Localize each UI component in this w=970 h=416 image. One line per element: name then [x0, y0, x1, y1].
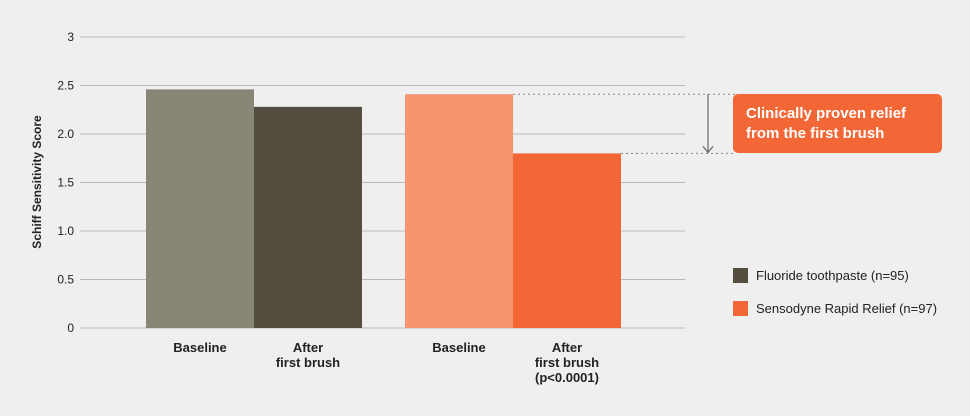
y-tick-label: 0 — [67, 321, 74, 335]
bar — [405, 94, 513, 328]
bar — [254, 106, 362, 328]
category-label-line: first brush — [276, 355, 340, 370]
category-label: After first brush — [276, 340, 340, 370]
callout-text-line: from the first brush — [746, 125, 884, 142]
category-label-line: Baseline — [173, 340, 226, 355]
y-axis-label: Schiff Sensitivity Score — [30, 115, 44, 249]
bar — [513, 153, 621, 328]
y-axis-ticks: 0 0.5 1.0 1.5 2.0 2.5 3 — [57, 30, 74, 335]
legend: Fluoride toothpaste (n=95) Sensodyne Rapi… — [733, 268, 937, 316]
legend-swatch — [733, 268, 748, 283]
bar — [146, 89, 254, 328]
y-tick-label: 1.0 — [57, 224, 74, 238]
category-label-line: first brush — [535, 355, 599, 370]
bars — [146, 89, 621, 328]
callout-text: Clinically proven relief from the first b… — [746, 105, 907, 142]
category-label-line: After — [552, 340, 582, 355]
y-tick-label: 1.5 — [57, 176, 74, 190]
callout-box — [733, 94, 942, 153]
category-label-line: (p<0.0001) — [535, 370, 599, 385]
legend-swatch — [733, 301, 748, 316]
category-label: Baseline — [173, 340, 226, 355]
category-label-line: After — [293, 340, 323, 355]
callout-text-line: Clinically proven relief — [746, 105, 907, 122]
category-label: After first brush (p<0.0001) — [535, 340, 599, 385]
annotation-arrow-head — [702, 146, 714, 154]
annotation: Clinically proven relief from the first b… — [513, 93, 942, 154]
category-label-line: Baseline — [432, 340, 485, 355]
legend-label: Sensodyne Rapid Relief (n=97) — [756, 301, 937, 316]
y-tick-label: 3 — [67, 30, 74, 44]
y-tick-label: 2.0 — [57, 127, 74, 141]
y-tick-label: 0.5 — [57, 273, 74, 287]
category-label: Baseline — [432, 340, 485, 355]
y-tick-label: 2.5 — [57, 79, 74, 93]
legend-label: Fluoride toothpaste (n=95) — [756, 268, 909, 283]
